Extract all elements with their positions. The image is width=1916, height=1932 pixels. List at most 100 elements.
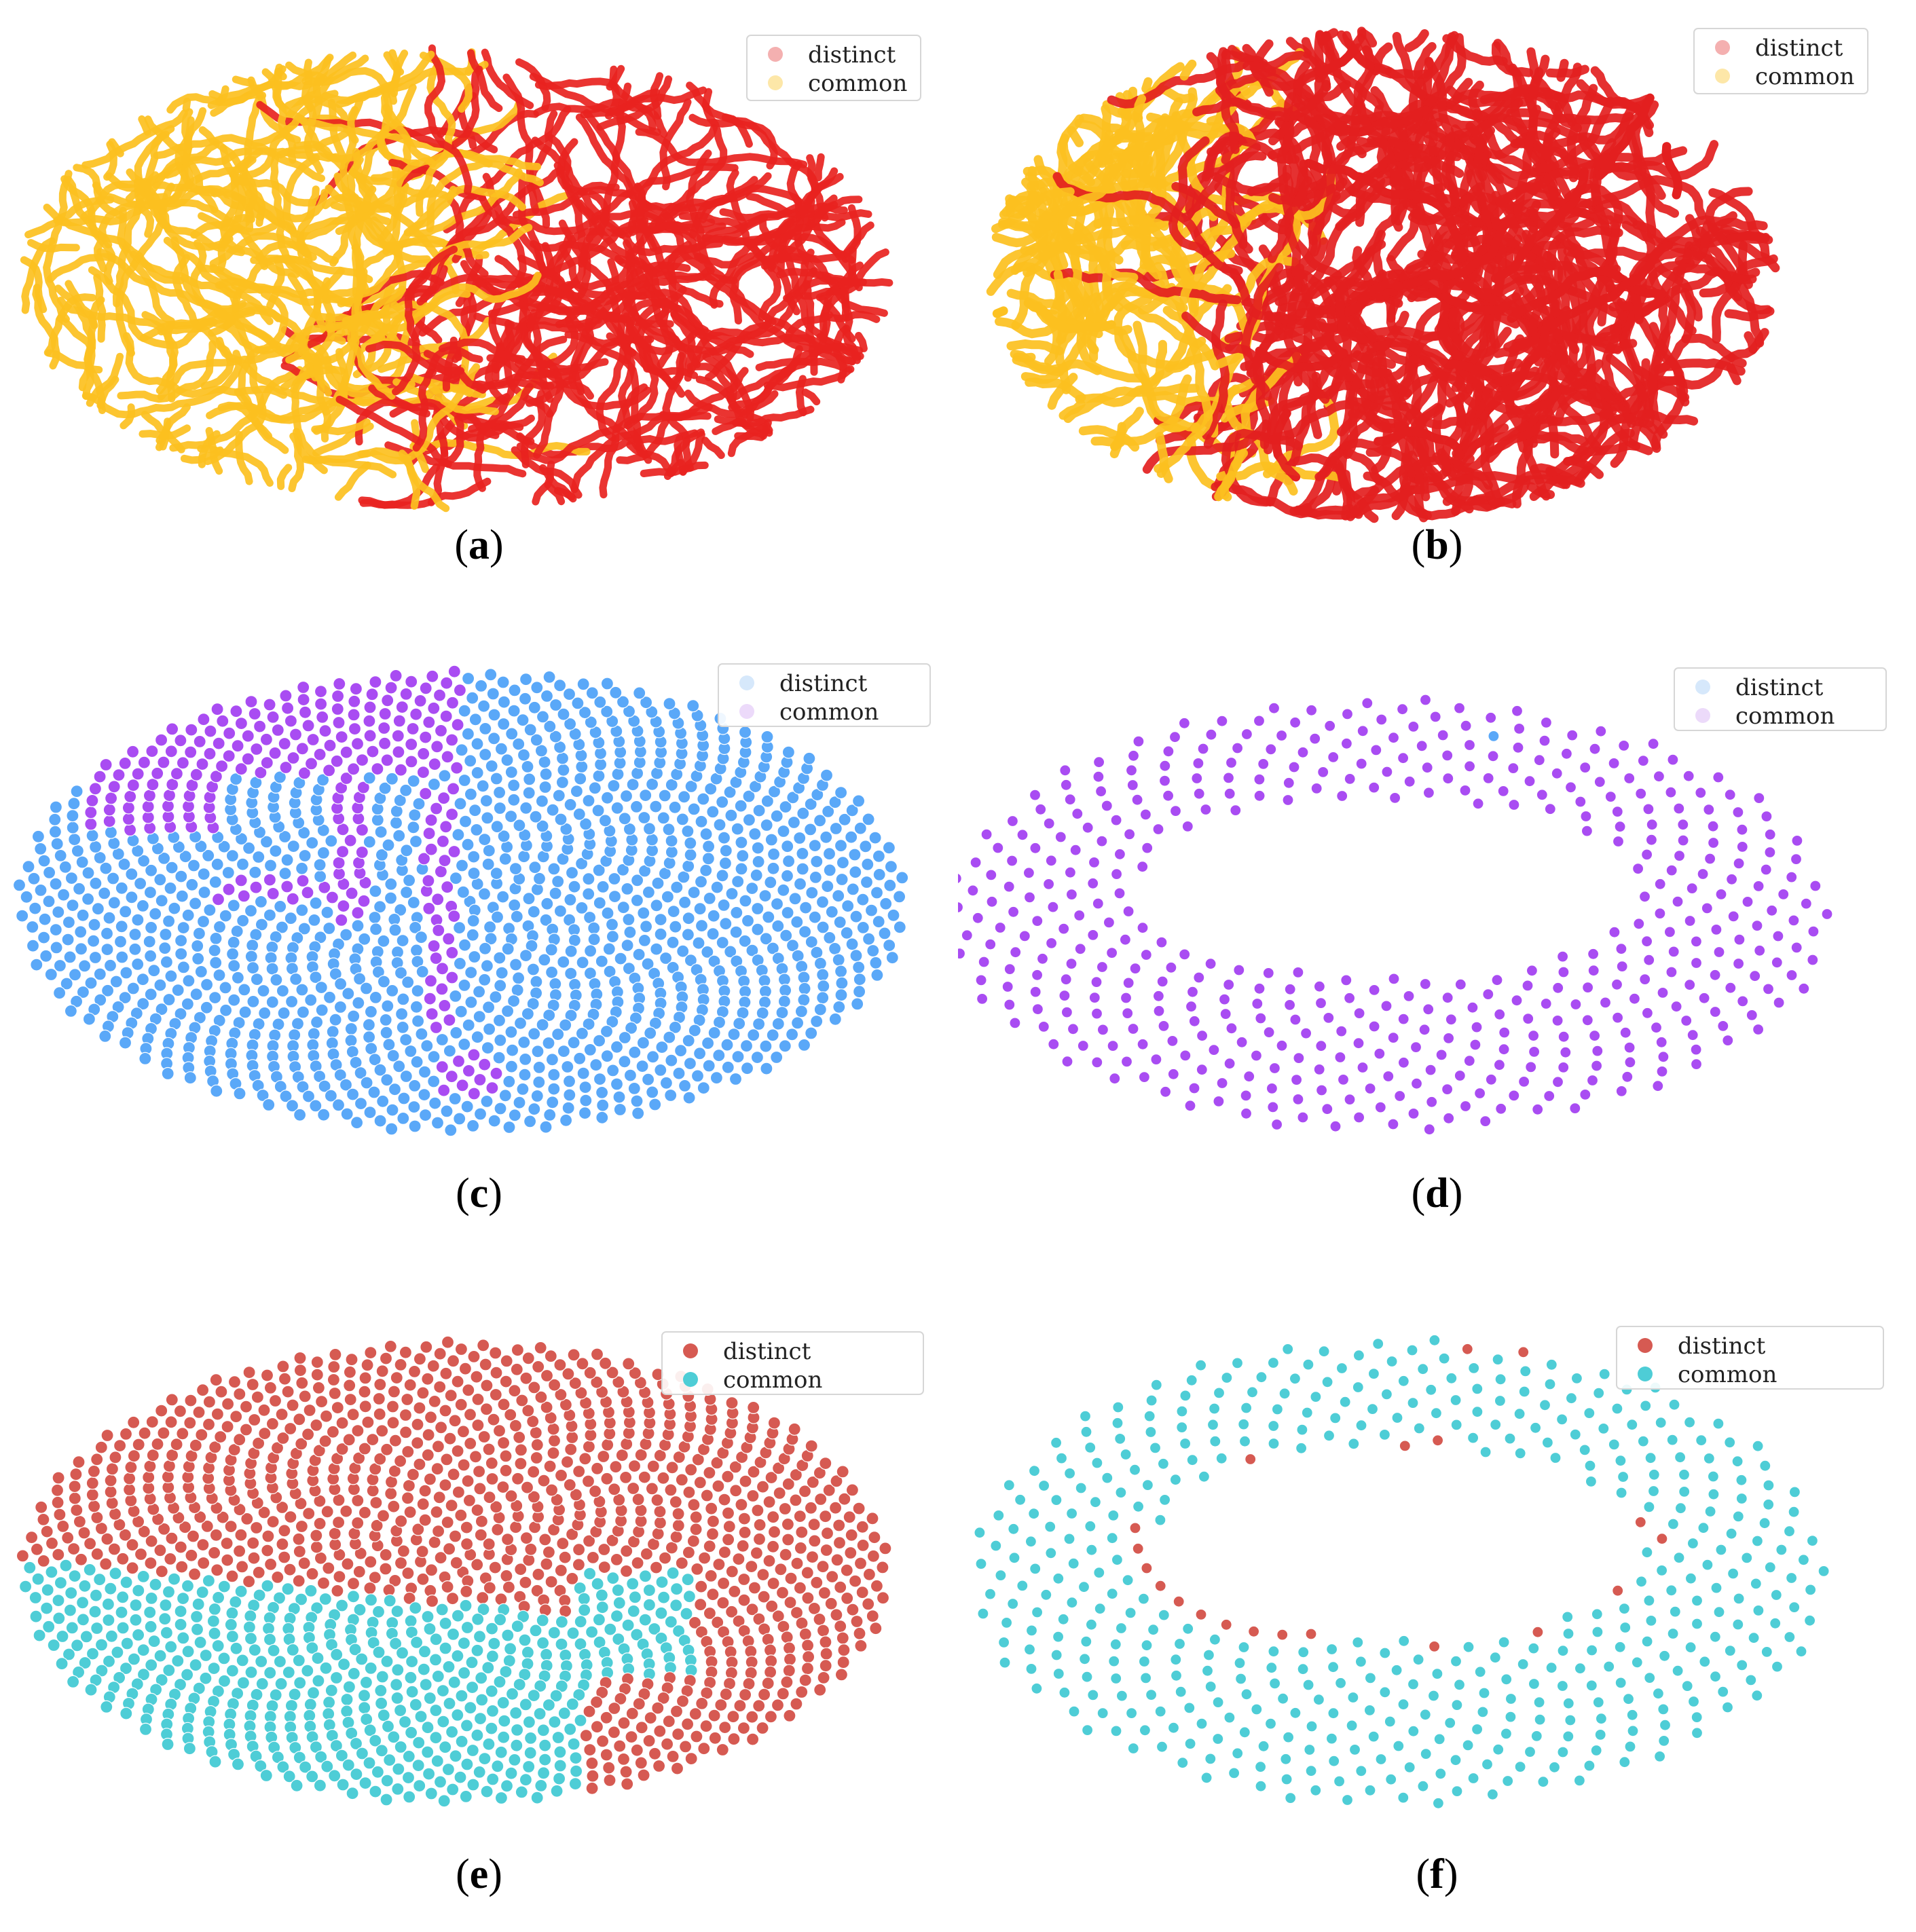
worm-distinct bbox=[714, 415, 773, 437]
point-distinct bbox=[126, 1561, 139, 1575]
point-common bbox=[1313, 980, 1326, 992]
point-distinct bbox=[291, 1017, 305, 1030]
point-distinct bbox=[292, 1574, 306, 1588]
point-common bbox=[250, 742, 263, 756]
worm-distinct bbox=[520, 390, 546, 468]
point-common bbox=[1223, 1711, 1236, 1724]
point-distinct bbox=[795, 960, 809, 973]
point-distinct bbox=[68, 968, 82, 982]
point-distinct bbox=[266, 1515, 280, 1529]
point-common bbox=[1477, 1706, 1489, 1718]
point-distinct bbox=[76, 985, 90, 999]
point-common bbox=[1165, 961, 1177, 973]
point-distinct bbox=[367, 1085, 381, 1099]
point-common bbox=[1156, 1741, 1168, 1753]
point-distinct bbox=[849, 949, 863, 963]
worm-distinct bbox=[1330, 456, 1379, 523]
point-common bbox=[984, 938, 997, 950]
caption-c: (c) bbox=[456, 1170, 502, 1216]
point-common bbox=[1269, 1677, 1281, 1690]
point-common bbox=[555, 1637, 568, 1651]
point-common bbox=[273, 1654, 287, 1669]
point-distinct bbox=[671, 1519, 685, 1532]
point-distinct bbox=[332, 1493, 346, 1507]
point-common bbox=[404, 1671, 418, 1684]
point-distinct bbox=[646, 1050, 660, 1064]
point-distinct bbox=[250, 1521, 263, 1535]
point-common bbox=[1167, 1722, 1180, 1734]
point-distinct bbox=[716, 1743, 729, 1757]
point-distinct bbox=[542, 1008, 556, 1022]
point-common bbox=[348, 694, 361, 708]
point-common bbox=[1492, 1743, 1505, 1755]
point-common bbox=[1653, 770, 1665, 783]
point-distinct bbox=[684, 1463, 698, 1476]
point-common bbox=[552, 1772, 566, 1785]
point-common bbox=[1093, 1567, 1105, 1579]
point-distinct bbox=[381, 999, 394, 1013]
point-distinct bbox=[595, 1111, 609, 1124]
point-common bbox=[446, 1783, 460, 1796]
point-distinct bbox=[771, 919, 785, 933]
point-common bbox=[185, 723, 198, 737]
point-distinct bbox=[530, 883, 545, 896]
point-distinct bbox=[328, 1527, 342, 1540]
point-distinct bbox=[527, 1490, 541, 1504]
point-common bbox=[336, 845, 350, 859]
point-common bbox=[1598, 1422, 1610, 1434]
point-distinct bbox=[505, 1043, 519, 1057]
point-common bbox=[1655, 1564, 1668, 1576]
point-common bbox=[1528, 1677, 1541, 1690]
point-distinct bbox=[322, 1561, 335, 1575]
point-common bbox=[460, 1758, 474, 1771]
worm-common bbox=[208, 90, 223, 101]
point-distinct bbox=[1431, 1434, 1444, 1447]
point-distinct bbox=[684, 779, 698, 794]
point-common bbox=[363, 1756, 376, 1770]
point-common bbox=[1289, 1707, 1302, 1719]
point-common bbox=[1786, 871, 1798, 883]
point-common bbox=[208, 1627, 221, 1640]
point-common bbox=[1536, 789, 1548, 801]
point-distinct bbox=[400, 844, 413, 857]
point-common bbox=[349, 682, 363, 696]
point-common bbox=[1231, 1357, 1244, 1369]
point-common bbox=[1674, 1502, 1687, 1515]
point-common bbox=[1028, 1465, 1041, 1477]
point-distinct bbox=[497, 830, 511, 843]
point-distinct bbox=[571, 696, 585, 710]
point-distinct bbox=[716, 935, 729, 950]
point-distinct bbox=[704, 782, 718, 796]
point-common bbox=[358, 1776, 372, 1790]
point-distinct bbox=[454, 1398, 468, 1411]
point-distinct bbox=[653, 1724, 667, 1738]
point-distinct bbox=[196, 914, 210, 929]
point-common bbox=[1462, 1641, 1475, 1653]
point-common bbox=[1315, 1040, 1327, 1052]
point-common bbox=[1467, 1432, 1479, 1444]
point-distinct bbox=[695, 815, 708, 828]
worm-distinct bbox=[691, 267, 817, 366]
point-distinct bbox=[746, 1489, 760, 1503]
point-common bbox=[65, 1621, 79, 1635]
point-common bbox=[1185, 1001, 1198, 1013]
point-common bbox=[346, 1787, 359, 1800]
point-distinct bbox=[780, 1675, 794, 1689]
point-distinct bbox=[522, 786, 536, 800]
point-distinct bbox=[711, 1616, 724, 1629]
point-distinct bbox=[598, 1356, 612, 1370]
point-distinct bbox=[376, 1094, 390, 1108]
point-distinct bbox=[456, 885, 470, 899]
point-distinct bbox=[606, 1064, 620, 1077]
point-common bbox=[263, 873, 276, 887]
point-distinct bbox=[625, 1730, 638, 1744]
point-distinct bbox=[227, 959, 241, 973]
worm-common bbox=[369, 363, 480, 465]
point-distinct bbox=[761, 1677, 775, 1690]
point-common bbox=[1343, 992, 1356, 1004]
point-distinct bbox=[227, 935, 240, 949]
point-common bbox=[332, 867, 346, 880]
point-distinct bbox=[574, 857, 589, 870]
point-distinct bbox=[579, 1729, 593, 1743]
